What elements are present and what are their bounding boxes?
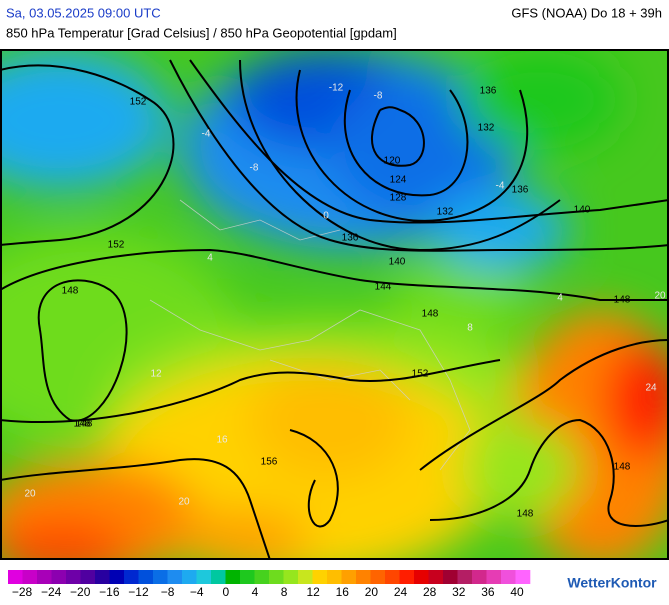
colorbar-swatch bbox=[283, 570, 299, 584]
colorbar-swatch bbox=[196, 570, 212, 584]
colorbar-label: 36 bbox=[481, 585, 495, 599]
colorbar-swatch bbox=[341, 570, 357, 584]
temperature-label: -12 bbox=[329, 83, 344, 94]
colorbar-swatch bbox=[225, 570, 241, 584]
colorbar-swatch bbox=[486, 570, 502, 584]
colorbar-swatch bbox=[399, 570, 415, 584]
temperature-label: 20 bbox=[654, 291, 666, 302]
map bbox=[1, 50, 668, 559]
temperature-label: 16 bbox=[216, 435, 228, 446]
datetime: Sa, 03.05.2025 09:00 UTC bbox=[6, 5, 161, 20]
colorbar-label: 8 bbox=[281, 585, 288, 599]
colorbar-label: 20 bbox=[365, 585, 379, 599]
colorbar-swatch bbox=[80, 570, 96, 584]
colorbar-label: 12 bbox=[306, 585, 320, 599]
colorbar-label: −16 bbox=[99, 585, 120, 599]
temperature-label: 24 bbox=[645, 383, 657, 394]
colorbar-swatch bbox=[51, 570, 67, 584]
geopotential-label: 136 bbox=[342, 233, 359, 244]
geopotential-label: 152 bbox=[108, 240, 125, 251]
colorbar-swatch bbox=[327, 570, 342, 584]
colorbar-swatch bbox=[385, 570, 400, 584]
colorbar-swatch bbox=[8, 570, 23, 584]
geopotential-label: 152 bbox=[130, 97, 147, 108]
colorbar-label: 32 bbox=[452, 585, 466, 599]
colorbar-swatch bbox=[312, 570, 328, 584]
geopotential-label: 148 bbox=[614, 462, 631, 473]
geopotential-label: 148 bbox=[62, 286, 79, 297]
colorbar-swatch bbox=[254, 570, 270, 584]
geopotential-label: 132 bbox=[478, 123, 495, 134]
geopotential-label: 148 bbox=[76, 419, 93, 430]
colorbar-label: 0 bbox=[222, 585, 229, 599]
geopotential-label: 156 bbox=[261, 457, 278, 468]
colorbar-swatch bbox=[356, 570, 371, 584]
colorbar-swatch bbox=[167, 570, 183, 584]
colorbar-swatch bbox=[95, 570, 110, 584]
temperature-label: -4 bbox=[496, 181, 505, 192]
colorbar-swatch bbox=[515, 570, 531, 584]
subtitle: 850 hPa Temperatur [Grad Celsius] / 850 … bbox=[6, 25, 397, 40]
temperature-label: 20 bbox=[24, 489, 36, 500]
colorbar-swatch bbox=[501, 570, 516, 584]
colorbar-swatch bbox=[457, 570, 473, 584]
temperature-label: 4 bbox=[557, 293, 563, 304]
geopotential-label: 136 bbox=[512, 185, 529, 196]
colorbar-swatch bbox=[37, 570, 52, 584]
logo: WetterKontor bbox=[567, 575, 657, 591]
geopotential-label: 148 bbox=[422, 309, 439, 320]
colorbar-swatch bbox=[211, 570, 226, 584]
geopotential-label: 120 bbox=[384, 156, 401, 167]
temperature-label: -4 bbox=[202, 129, 211, 140]
colorbar-swatch bbox=[298, 570, 313, 584]
colorbar-swatch bbox=[240, 570, 255, 584]
colorbar-swatch bbox=[472, 570, 487, 584]
geopotential-label: 152 bbox=[412, 369, 429, 380]
colorbar-swatch bbox=[414, 570, 429, 584]
geopotential-label: 128 bbox=[390, 193, 407, 204]
geopotential-label: 140 bbox=[389, 257, 406, 268]
colorbar-label: −28 bbox=[12, 585, 33, 599]
colorbar-label: −24 bbox=[41, 585, 62, 599]
temperature-label: -8 bbox=[374, 91, 383, 102]
colorbar-swatch bbox=[22, 570, 38, 584]
colorbar-label: 16 bbox=[336, 585, 350, 599]
geopotential-label: 136 bbox=[480, 86, 497, 97]
colorbar: −28 −24 −20 −16 −12 −8 −4 0 4 8 12 16 20 24 28 32 36 40 bbox=[8, 570, 531, 599]
geopotential-label: 148 bbox=[74, 419, 91, 430]
temperature-label: 20 bbox=[178, 497, 190, 508]
temperature-label: 4 bbox=[207, 253, 213, 264]
colorbar-swatch bbox=[138, 570, 154, 584]
colorbar-label: −12 bbox=[128, 585, 149, 599]
colorbar-swatch bbox=[124, 570, 139, 584]
colorbar-swatch bbox=[182, 570, 197, 584]
map-frame bbox=[0, 49, 669, 560]
colorbar-swatch bbox=[443, 570, 458, 584]
temperature-label: 12 bbox=[150, 369, 162, 380]
colorbar-swatch bbox=[428, 570, 444, 584]
temperature-label: -8 bbox=[250, 163, 259, 174]
colorbar-label: −8 bbox=[161, 585, 175, 599]
colorbar-label: −20 bbox=[70, 585, 91, 599]
temperature-label: 8 bbox=[467, 323, 473, 334]
colorbar-swatch bbox=[66, 570, 81, 584]
geopotential-label: 144 bbox=[375, 282, 392, 293]
colorbar-label: 40 bbox=[510, 585, 524, 599]
geopotential-label: 148 bbox=[517, 509, 534, 520]
colorbar-swatch bbox=[153, 570, 168, 584]
geopotential-label: 148 bbox=[614, 295, 631, 306]
geopotential-label: 132 bbox=[437, 207, 454, 218]
geopotential-label: 140 bbox=[574, 205, 591, 216]
colorbar-label: −4 bbox=[190, 585, 204, 599]
geopotential-label: 124 bbox=[390, 175, 407, 186]
colorbar-swatch bbox=[269, 570, 284, 584]
colorbar-label: 4 bbox=[252, 585, 259, 599]
colorbar-label: 24 bbox=[394, 585, 408, 599]
model-info: GFS (NOAA) Do 18 + 39h bbox=[511, 5, 662, 20]
colorbar-swatch bbox=[109, 570, 125, 584]
temperature-label: 0 bbox=[323, 211, 329, 222]
colorbar-swatch bbox=[370, 570, 386, 584]
colorbar-label: 28 bbox=[423, 585, 437, 599]
